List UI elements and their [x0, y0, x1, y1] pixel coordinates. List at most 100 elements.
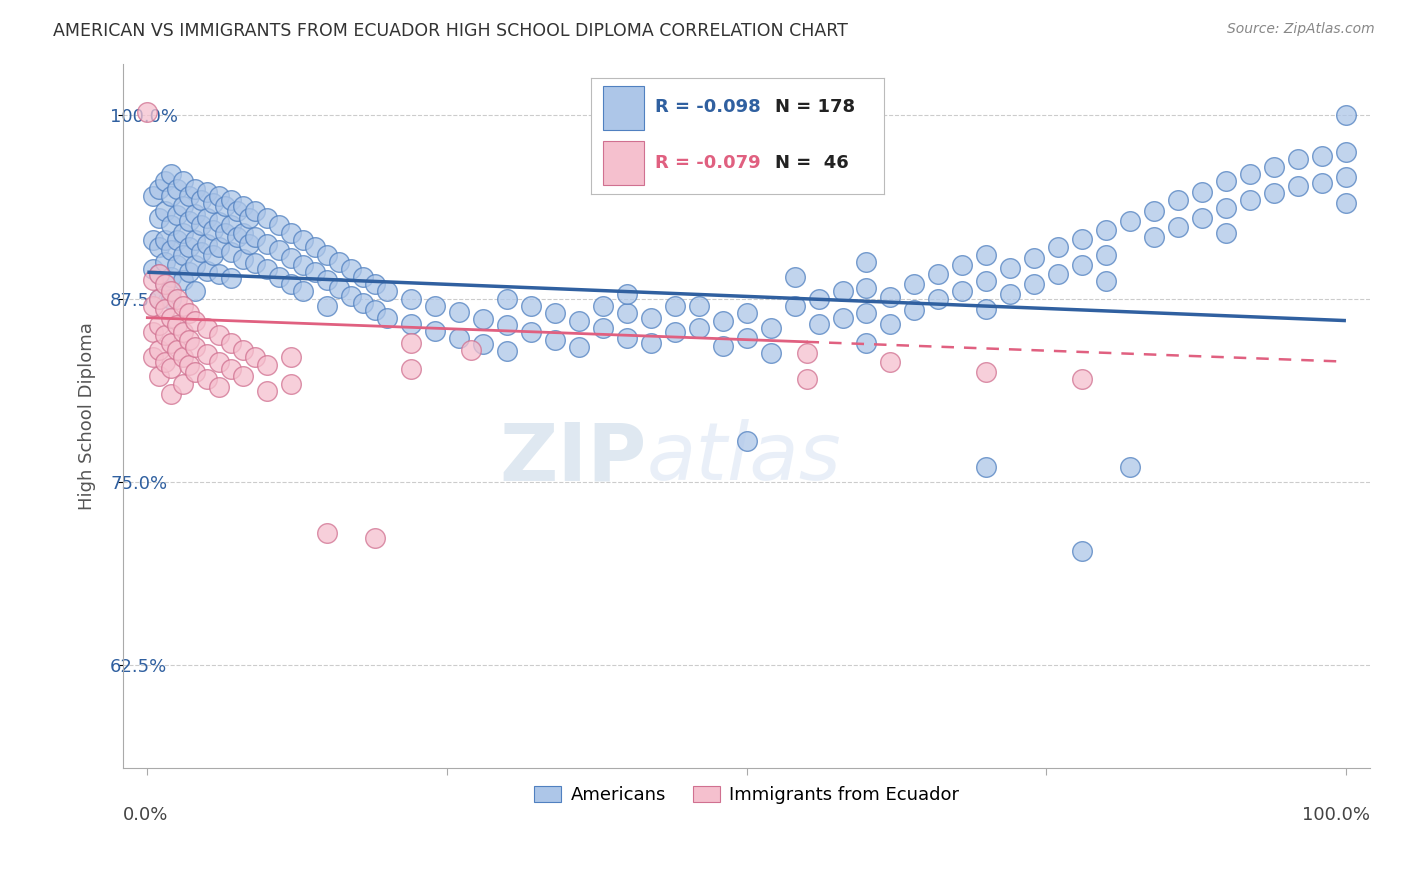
Point — [179, 333, 201, 347]
Point — [664, 326, 686, 340]
Point — [142, 262, 165, 277]
Point — [172, 226, 194, 240]
Point — [976, 274, 998, 288]
Point — [976, 301, 998, 316]
Point — [160, 387, 183, 401]
Point — [1071, 258, 1094, 272]
Point — [269, 269, 291, 284]
Point — [1334, 196, 1357, 211]
Point — [219, 244, 242, 259]
Point — [232, 252, 254, 266]
Point — [399, 335, 422, 350]
Point — [735, 331, 758, 345]
Point — [195, 264, 218, 278]
Point — [1095, 247, 1118, 261]
Point — [232, 199, 254, 213]
Point — [179, 240, 201, 254]
Point — [1191, 185, 1213, 199]
Point — [280, 226, 302, 240]
Point — [352, 296, 374, 310]
Point — [976, 365, 998, 379]
Text: atlas: atlas — [647, 419, 842, 497]
Point — [172, 199, 194, 213]
Point — [1263, 186, 1285, 200]
Point — [688, 299, 710, 313]
Point — [155, 255, 177, 269]
Point — [1215, 201, 1237, 215]
Point — [783, 269, 806, 284]
Point — [447, 331, 470, 345]
Point — [304, 265, 326, 279]
Point — [155, 233, 177, 247]
Point — [976, 460, 998, 475]
Point — [1119, 214, 1142, 228]
Point — [155, 277, 177, 291]
Point — [879, 290, 901, 304]
Point — [166, 182, 188, 196]
Point — [256, 358, 278, 372]
Point — [166, 258, 188, 272]
Point — [208, 240, 231, 254]
Point — [796, 346, 818, 360]
Point — [316, 526, 339, 541]
Point — [927, 267, 949, 281]
Point — [711, 338, 734, 352]
Point — [202, 247, 225, 261]
Point — [855, 255, 877, 269]
Point — [1119, 460, 1142, 475]
Point — [664, 299, 686, 313]
Point — [1215, 226, 1237, 240]
Point — [1191, 211, 1213, 225]
Point — [208, 189, 231, 203]
Point — [184, 258, 207, 272]
Point — [316, 299, 339, 313]
Point — [831, 285, 853, 299]
Point — [1000, 287, 1022, 301]
Point — [148, 292, 170, 306]
Text: AMERICAN VS IMMIGRANTS FROM ECUADOR HIGH SCHOOL DIPLOMA CORRELATION CHART: AMERICAN VS IMMIGRANTS FROM ECUADOR HIGH… — [53, 22, 848, 40]
Point — [831, 310, 853, 325]
Point — [148, 267, 170, 281]
Point — [399, 317, 422, 331]
Point — [179, 358, 201, 372]
Point — [195, 185, 218, 199]
Point — [195, 321, 218, 335]
Point — [208, 267, 231, 281]
Text: ZIP: ZIP — [499, 419, 647, 497]
Point — [155, 203, 177, 218]
Point — [184, 340, 207, 354]
Point — [202, 196, 225, 211]
Point — [195, 211, 218, 225]
Point — [1310, 149, 1333, 163]
Point — [245, 256, 267, 270]
Point — [148, 292, 170, 306]
Point — [544, 306, 567, 320]
Point — [471, 337, 494, 351]
Point — [232, 226, 254, 240]
Point — [172, 326, 194, 340]
Point — [184, 206, 207, 220]
Point — [855, 306, 877, 320]
Point — [544, 333, 567, 347]
Point — [148, 182, 170, 196]
Point — [520, 299, 543, 313]
Point — [759, 321, 782, 335]
Point — [1310, 176, 1333, 190]
Point — [148, 343, 170, 357]
Point — [256, 384, 278, 398]
Point — [783, 299, 806, 313]
Point — [256, 211, 278, 225]
Point — [520, 326, 543, 340]
Point — [1334, 108, 1357, 122]
Point — [172, 272, 194, 286]
Point — [202, 223, 225, 237]
Point — [340, 288, 363, 302]
Point — [155, 301, 177, 316]
Point — [688, 321, 710, 335]
Point — [208, 215, 231, 229]
Point — [245, 350, 267, 364]
Point — [219, 271, 242, 285]
Point — [160, 269, 183, 284]
Point — [269, 244, 291, 258]
Point — [219, 194, 242, 208]
